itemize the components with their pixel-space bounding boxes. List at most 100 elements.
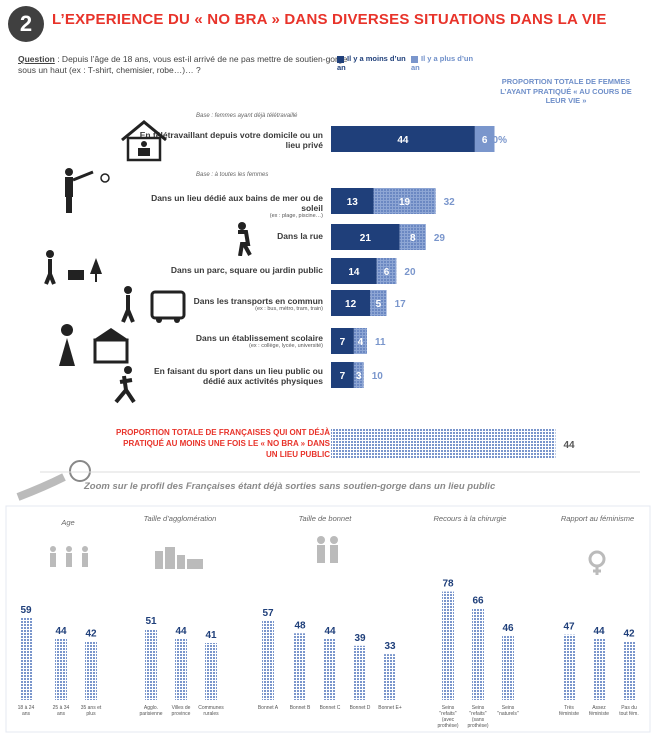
column-3-0: [442, 591, 454, 700]
base-note-all: Base : à toutes les femmes: [196, 172, 269, 178]
bar-less-label-4: 12: [345, 299, 357, 310]
column-value-1-1: 44: [175, 626, 187, 637]
page-title: L’EXPERIENCE DU « NO BRA » DANS DIVERSES…: [52, 11, 607, 28]
bar-total-label-5: 11: [375, 337, 386, 348]
bar-total-label-3: 20: [404, 267, 416, 278]
column-label-3-1: Seins "refaits" (sans prothèse): [467, 705, 488, 729]
bar-more-label-0: 6: [482, 135, 488, 146]
total-row-value: 44: [563, 440, 575, 451]
column-value-4-2: 42: [623, 629, 635, 640]
column-0-0: [20, 617, 32, 700]
total-row-bar: [331, 429, 556, 459]
column-4-0: [563, 634, 575, 700]
column-label-2-3: Bonnet D: [350, 705, 371, 711]
column-2-2: [324, 638, 336, 700]
age-people-icon: [50, 546, 88, 567]
question-text: Question : Depuis l’âge de 18 ans, vous …: [18, 54, 348, 76]
column-4-2: [623, 641, 635, 700]
walking-person-icon: [238, 222, 252, 256]
bar-more-4: [370, 290, 387, 316]
bar-total-label-4: 17: [395, 299, 407, 310]
column-value-2-2: 44: [324, 626, 336, 637]
column-label-2-1: Bonnet B: [290, 705, 311, 711]
bar-less-label-5: 7: [340, 337, 346, 348]
column-label-2-2: Bonnet C: [320, 705, 341, 711]
column-label-2-4: Bonnet E+: [378, 705, 402, 711]
column-value-0-2: 42: [85, 629, 97, 640]
column-1-0: [145, 629, 157, 700]
category-label-school: Dans un établissement scolaire (ex : coll…: [195, 333, 323, 349]
column-label-1-0: Agglo. parisienne: [139, 705, 162, 717]
column-2-0: [262, 620, 274, 700]
bus-transport-icon: [121, 286, 186, 323]
column-value-1-0: 51: [145, 616, 157, 627]
column-0-1: [55, 638, 67, 700]
column-value-0-1: 44: [55, 626, 67, 637]
legend-less: Il y a moins d’un an: [337, 54, 409, 72]
column-value-2-0: 57: [262, 608, 274, 619]
category-label-beach: Dans un lieu dédié aux bains de mer ou d…: [151, 193, 323, 219]
panel-title-agglomeration: Taille d’agglomération: [143, 514, 217, 523]
running-person-icon: [114, 366, 136, 404]
bar-less-label-2: 21: [360, 233, 372, 244]
panel-title-chirurgie: Recours à la chirurgie: [433, 514, 507, 523]
column-value-0-0: 59: [20, 605, 32, 616]
column-value-1-2: 41: [205, 630, 217, 641]
column-value-2-1: 48: [294, 620, 306, 631]
legend-label-less: Il y a moins d’un an: [337, 54, 406, 72]
bar-less-label-6: 7: [340, 371, 346, 382]
bar-less-2: [331, 224, 400, 250]
park-icon: [44, 250, 102, 285]
section-number-badge: 2: [8, 6, 44, 42]
school-icon: [59, 324, 129, 366]
category-label-street: Dans la rue: [277, 231, 323, 241]
column-2-4: [384, 654, 396, 700]
bar-more-label-3: 6: [384, 267, 390, 278]
category-label-transport: Dans les transports en commun (ex : bus, …: [193, 296, 323, 312]
bottom-section-title: Zoom sur le profil des Françaises étant …: [84, 481, 496, 492]
magnifier-hand-icon: [16, 460, 91, 501]
bar-total-label-1: 32: [444, 197, 456, 208]
column-label-0-0: 18 à 24 ans: [18, 705, 35, 717]
column-2-3: [354, 645, 366, 700]
column-4-1: [593, 638, 605, 700]
column-label-4-1: Assez féministe: [589, 705, 609, 717]
column-3-2: [502, 636, 514, 700]
category-label-telework: En télétravaillant depuis votre domicile…: [139, 130, 323, 150]
column-value-3-2: 46: [502, 623, 514, 634]
bar-more-label-5: 4: [358, 337, 364, 348]
column-label-0-2: 35 ans et plus: [81, 705, 102, 717]
category-label-sport: En faisant du sport dans un lieu public …: [153, 366, 323, 386]
bar-more-2: [399, 224, 426, 250]
question-body: : Depuis l’âge de 18 ans, vous est-il ar…: [18, 54, 348, 75]
column-value-2-4: 33: [384, 641, 396, 652]
column-value-3-0: 78: [442, 579, 454, 590]
bar-more-0: [474, 126, 495, 152]
city-buildings-icon: [155, 547, 203, 569]
column-value-4-1: 44: [593, 626, 605, 637]
legend-swatch-less: [337, 55, 344, 63]
bra-fitting-icon: [317, 536, 338, 563]
column-2-1: [294, 633, 306, 700]
base-note-telework: Base : femmes ayant déjà télétravaillé: [196, 113, 298, 119]
bar-less-label-0: 44: [397, 135, 409, 146]
column-value-4-0: 47: [563, 622, 575, 633]
column-0-2: [85, 641, 97, 700]
category-label-park: Dans un parc, square ou jardin public: [170, 265, 323, 275]
column-label-1-2: Communes rurales: [198, 705, 224, 717]
total-row-label: PROPORTION TOTALE DE FRANÇAISES QUI ONT …: [116, 428, 330, 459]
column-label-0-1: 25 à 34 ans: [53, 705, 70, 717]
legend-more: Il y a plus d’un an: [411, 54, 483, 72]
beach-person-icon: [65, 168, 110, 213]
bar-less-0: [331, 126, 475, 152]
bar-more-5: [353, 328, 367, 354]
panel-title-bonnet: Taille de bonnet: [298, 514, 352, 523]
column-label-3-2: Seins "naturels": [497, 705, 519, 717]
bar-more-1: [373, 188, 436, 214]
bar-total-label-6: 10: [372, 371, 384, 382]
bar-more-label-2: 8: [410, 233, 416, 244]
column-label-2-0: Bonnet A: [258, 705, 279, 711]
house-telework-icon: [121, 120, 167, 162]
